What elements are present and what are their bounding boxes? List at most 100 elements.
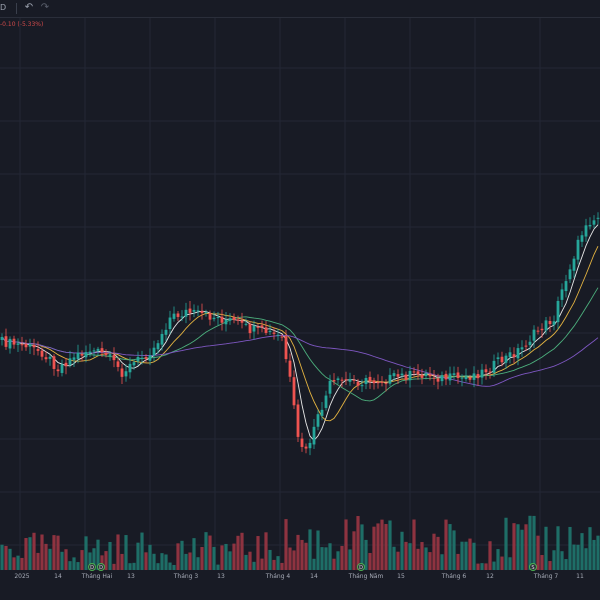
- candle-body: [568, 269, 572, 280]
- x-tick-label: 13: [217, 573, 225, 580]
- time-axis: 2025 14 Tháng Hai 13 Tháng 3 13 Tháng 4 14 Tháng…: [14, 573, 584, 580]
- volume-bar: [500, 556, 504, 570]
- candle-body: [364, 378, 368, 385]
- svg-text:D: D: [90, 565, 94, 571]
- candle-body: [556, 300, 560, 323]
- volume-bar: [372, 526, 376, 570]
- candle-body: [548, 321, 552, 325]
- candle-body: [384, 383, 388, 385]
- volume-bar: [144, 552, 148, 570]
- volume-bar: [216, 564, 220, 570]
- candle-body: [4, 336, 8, 347]
- volume-bar: [172, 564, 176, 570]
- volume-bar: [180, 540, 184, 570]
- x-tick-label: Tháng 4: [265, 573, 291, 580]
- volume-bar: [552, 550, 556, 570]
- volume-bar: [248, 551, 252, 570]
- volume-bar: [312, 558, 316, 570]
- candle-body: [404, 374, 408, 380]
- volume-bar: [232, 543, 236, 570]
- candle-body: [296, 404, 300, 437]
- volume-bar: [536, 535, 540, 570]
- volume-bar: [332, 558, 336, 570]
- volume-bar: [456, 553, 460, 570]
- candle-body: [408, 370, 412, 381]
- candle-body: [344, 379, 348, 381]
- candle-body: [380, 381, 384, 383]
- volume-bar: [40, 534, 44, 570]
- undo-icon[interactable]: ↶: [24, 2, 34, 13]
- volume-bar: [584, 548, 588, 570]
- candle-body: [16, 343, 20, 345]
- volume-bar: [148, 544, 152, 570]
- volume-bar: [580, 533, 584, 570]
- candle-body: [160, 333, 164, 345]
- volume-bar: [164, 554, 168, 570]
- candle-body: [264, 327, 268, 333]
- volume-bar: [112, 563, 116, 570]
- volume-bar: [336, 551, 340, 570]
- candle-body: [48, 356, 52, 359]
- volume-bars: [0, 515, 600, 570]
- candle-body: [360, 385, 364, 387]
- candle-body: [176, 313, 180, 317]
- candle-body: [52, 356, 56, 369]
- volume-bar: [20, 557, 24, 570]
- candle-body: [268, 330, 272, 332]
- candle-body: [456, 372, 460, 378]
- redo-icon[interactable]: ↷: [40, 2, 50, 13]
- candle-body: [40, 350, 44, 357]
- volume-bar: [412, 519, 416, 570]
- volume-bar: [48, 548, 52, 570]
- volume-bar: [388, 520, 392, 570]
- volume-bar: [352, 531, 356, 570]
- candle-body: [432, 377, 436, 379]
- volume-bar: [12, 557, 16, 570]
- volume-bar: [260, 558, 264, 570]
- volume-bar: [468, 538, 472, 570]
- candle-body: [152, 347, 156, 356]
- volume-bar: [52, 535, 56, 570]
- candle-body: [288, 360, 292, 377]
- volume-bar: [176, 543, 180, 570]
- candle-body: [236, 319, 240, 321]
- volume-bar: [380, 519, 384, 570]
- toolbar-divider: [16, 3, 17, 14]
- volume-bar: [188, 552, 192, 570]
- candle-body: [396, 374, 400, 377]
- candle-body: [216, 317, 220, 319]
- volume-bar: [368, 552, 372, 570]
- volume-bar: [288, 547, 292, 570]
- volume-bar: [296, 534, 300, 570]
- x-tick-label: 14: [54, 573, 62, 580]
- volume-bar: [440, 554, 444, 570]
- candle-body: [416, 371, 420, 375]
- candle-body: [320, 409, 324, 416]
- volume-bar: [428, 552, 432, 570]
- candle-body: [212, 317, 216, 320]
- candle-body: [484, 369, 488, 373]
- event-marker: D: [357, 563, 365, 571]
- candle-body: [464, 376, 468, 380]
- volume-bar: [472, 542, 476, 570]
- interval-selector[interactable]: D: [0, 3, 7, 12]
- volume-bar: [236, 535, 240, 570]
- volume-bar: [532, 515, 536, 570]
- volume-bar: [588, 527, 592, 570]
- candle-body: [232, 317, 236, 321]
- volume-bar: [92, 548, 96, 570]
- candle-body: [204, 311, 208, 313]
- candle-body: [252, 325, 256, 332]
- volume-bar: [24, 538, 28, 570]
- candle-body: [424, 373, 428, 377]
- x-tick-label: Tháng Năm: [348, 573, 384, 580]
- volume-bar: [8, 548, 12, 570]
- volume-bar: [476, 563, 480, 570]
- volume-bar: [120, 553, 124, 570]
- candle-body: [328, 380, 332, 394]
- volume-bar: [268, 549, 272, 570]
- volume-bar: [524, 524, 528, 570]
- candle-body: [188, 308, 192, 313]
- candle-body: [544, 320, 548, 331]
